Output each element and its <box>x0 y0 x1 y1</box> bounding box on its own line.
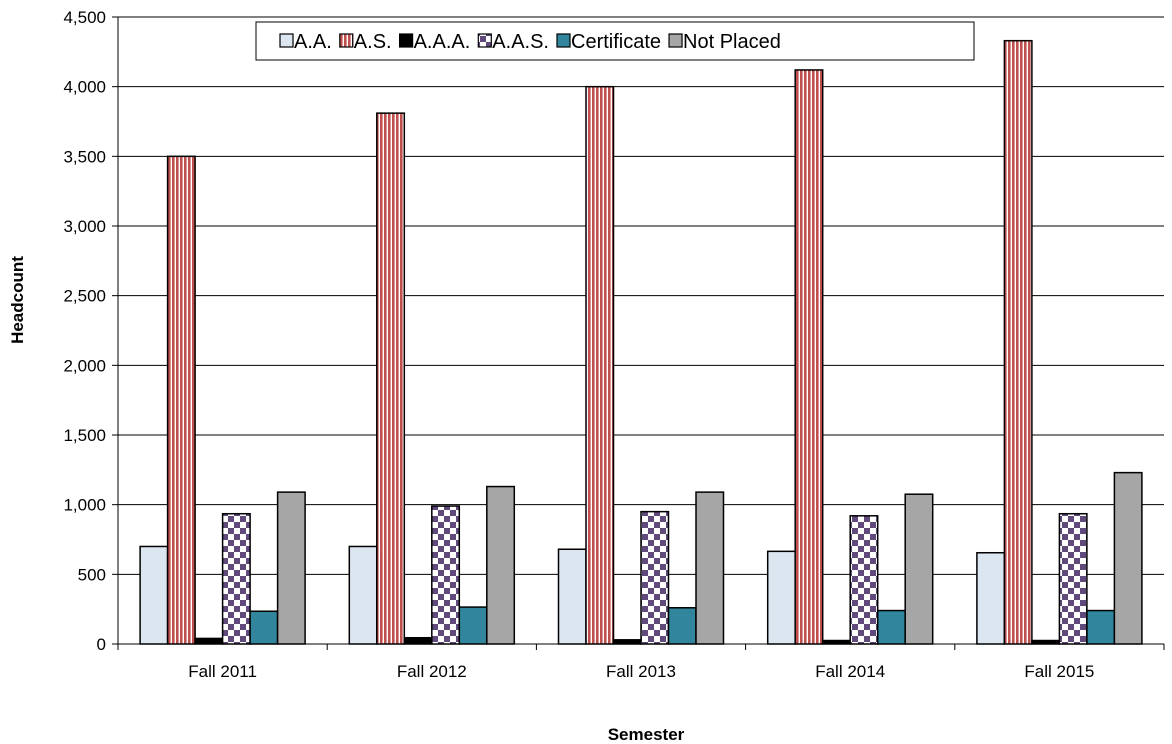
legend-swatch <box>339 33 354 48</box>
x-axis-title: Semester <box>608 725 685 744</box>
legend-swatch <box>477 33 492 48</box>
legend-label: Not Placed <box>683 31 781 53</box>
bars <box>139 39 1143 645</box>
bar-a-a <box>766 550 796 645</box>
axes <box>112 16 1165 650</box>
y-tick-label: 0 <box>97 635 106 654</box>
legend-label: A.A. <box>294 31 332 53</box>
y-tick-label: 3,500 <box>63 147 106 166</box>
legend-swatch <box>556 33 571 48</box>
y-tick-label: 2,500 <box>63 287 106 306</box>
bar-certificate <box>876 609 906 645</box>
tick-labels: 0 500 1,000 1,500 2,000 2,500 3,000 3,500 4,000 4… <box>63 8 1094 681</box>
bar-a-a-a <box>821 639 851 645</box>
x-tick-label: Fall 2014 <box>815 662 885 681</box>
bar-certificate <box>667 607 697 645</box>
bar-a-a-s <box>1058 512 1088 645</box>
legend-label: A.S. <box>354 31 392 53</box>
legend-label: A.A.A. <box>414 31 471 53</box>
bar-a-a-a <box>1031 639 1061 645</box>
bar-not-placed <box>276 491 306 645</box>
bar-a-a-s <box>640 510 670 645</box>
bar-not-placed <box>1113 471 1143 645</box>
y-tick-label: 4,500 <box>63 8 106 27</box>
legend-swatch <box>398 33 414 48</box>
bar-a-a-a <box>194 637 224 645</box>
bar-a-s <box>585 85 615 645</box>
bar-a-a-a <box>403 636 433 645</box>
legend-label: A.A.S. <box>492 31 549 53</box>
legend-box <box>255 21 975 61</box>
y-tick-label: 500 <box>78 565 106 584</box>
bar-a-a-s <box>849 515 879 645</box>
y-axis-title: Headcount <box>8 256 27 344</box>
bar-a-s <box>376 112 406 645</box>
bar-not-placed <box>486 485 516 645</box>
bar-a-a-s <box>221 512 251 645</box>
bar-a-a <box>976 551 1006 645</box>
bar-not-placed <box>904 493 934 645</box>
y-tick-label: 2,000 <box>63 356 106 375</box>
bar-a-s <box>1003 39 1033 645</box>
x-tick-label: Fall 2015 <box>1024 662 1094 681</box>
bar-a-a <box>557 548 587 645</box>
x-tick-label: Fall 2011 <box>188 662 257 681</box>
y-tick-label: 1,500 <box>63 426 106 445</box>
bar-a-a <box>348 545 378 645</box>
bar-not-placed <box>695 491 725 645</box>
bar-certificate <box>249 610 279 645</box>
legend-swatch <box>668 33 683 48</box>
y-tick-label: 1,000 <box>63 496 106 515</box>
bar-certificate <box>1086 609 1116 645</box>
legend: A.A. A.S. A.A.A. A.A.S. Certificate Not Place… <box>255 21 975 61</box>
bar-a-a-a <box>612 639 642 645</box>
bar-a-s <box>794 69 824 645</box>
y-tick-label: 4,000 <box>63 78 106 97</box>
legend-label: Certificate <box>571 31 661 53</box>
legend-swatch <box>279 33 294 48</box>
bar-a-a <box>139 545 169 645</box>
x-tick-label: Fall 2012 <box>397 662 467 681</box>
bar-a-a-s <box>431 505 461 645</box>
y-tick-label: 3,000 <box>63 217 106 236</box>
x-tick-label: Fall 2013 <box>606 662 676 681</box>
bar-a-s <box>166 155 196 645</box>
bar-certificate <box>458 606 488 645</box>
